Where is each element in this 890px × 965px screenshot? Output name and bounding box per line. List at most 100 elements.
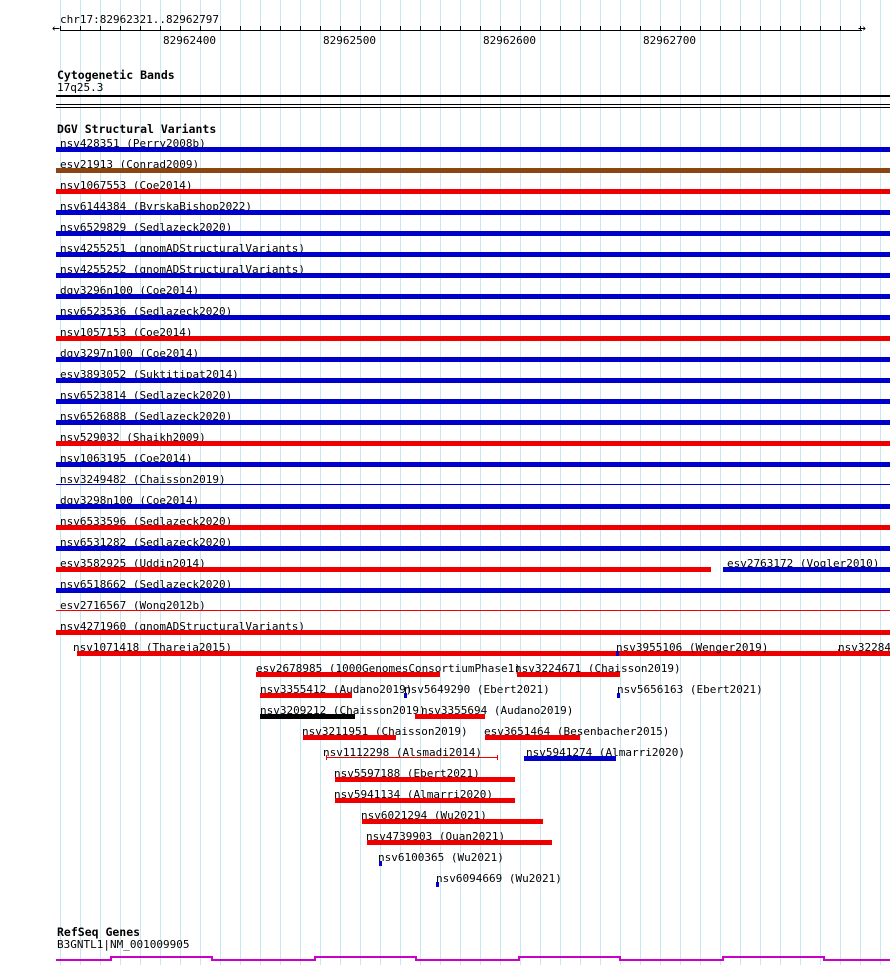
variant-label[interactable]: nsv5656163 (Ebert2021) bbox=[617, 683, 763, 696]
variant-bar[interactable] bbox=[56, 273, 890, 278]
variant-bar[interactable] bbox=[379, 861, 382, 866]
variant-label[interactable]: nsv6100365 (Wu2021) bbox=[378, 851, 504, 864]
variant-bar[interactable] bbox=[56, 610, 890, 611]
variant-label[interactable]: nsv1063195 (Coe2014) bbox=[60, 452, 193, 465]
variant-label[interactable]: nsv1067553 (Coe2014) bbox=[60, 179, 193, 192]
variant-label[interactable]: nsv6518662 (Sedlazeck2020) bbox=[60, 578, 233, 591]
variant-bar[interactable] bbox=[367, 840, 552, 845]
variant-bar[interactable] bbox=[56, 189, 890, 194]
variant-label[interactable]: dgv3298n100 (Coe2014) bbox=[60, 494, 200, 507]
variant-bar[interactable] bbox=[524, 756, 616, 761]
gene-segment[interactable] bbox=[823, 959, 890, 961]
variant-label[interactable]: dgv3297n100 (Coe2014) bbox=[60, 347, 200, 360]
variant-bar[interactable] bbox=[303, 735, 396, 740]
variant-bar[interactable] bbox=[56, 294, 890, 299]
variant-bar[interactable] bbox=[838, 649, 890, 654]
gene-segment[interactable] bbox=[110, 956, 211, 958]
variant-label[interactable]: nsv6144384 (ByrskaBishop2022) bbox=[60, 200, 253, 213]
variant-bar[interactable] bbox=[56, 441, 890, 446]
variant-label[interactable]: nsv6533596 (Sedlazeck2020) bbox=[60, 515, 233, 528]
variant-label[interactable]: nsv3355412 (Audano2019) bbox=[260, 683, 413, 696]
variant-label[interactable]: nsv3355694 (Audano2019) bbox=[421, 704, 574, 717]
variant-label[interactable]: nsv1057153 (Coe2014) bbox=[60, 326, 193, 339]
cytogenetic-band-bar[interactable] bbox=[56, 95, 890, 97]
variant-label[interactable]: nsv5941134 (Almarri2020) bbox=[334, 788, 493, 801]
variant-bar[interactable] bbox=[326, 755, 498, 760]
variant-bar[interactable] bbox=[404, 693, 407, 698]
variant-bar[interactable] bbox=[517, 672, 620, 677]
variant-bar[interactable] bbox=[56, 588, 890, 593]
variant-bar[interactable] bbox=[77, 651, 890, 656]
variant-label[interactable]: nsv6531282 (Sedlazeck2020) bbox=[60, 536, 233, 549]
variant-bar[interactable] bbox=[56, 462, 890, 467]
variant-label[interactable]: nsv3211951 (Chaisson2019) bbox=[302, 725, 468, 738]
gene-segment[interactable] bbox=[56, 959, 110, 961]
right-arrow-icon[interactable]: → bbox=[858, 21, 866, 36]
variant-bar[interactable] bbox=[56, 231, 890, 236]
gene-segment[interactable] bbox=[314, 956, 415, 958]
variant-bar[interactable] bbox=[56, 147, 890, 152]
variant-bar[interactable] bbox=[56, 357, 890, 362]
variant-label[interactable]: nsv5941274 (Almarri2020) bbox=[526, 746, 685, 759]
gene-segment[interactable] bbox=[518, 956, 619, 958]
gene-segment[interactable] bbox=[619, 959, 722, 961]
variant-label[interactable]: nsv6529829 (Sedlazeck2020) bbox=[60, 221, 233, 234]
variant-label[interactable]: nsv3209212 (Chaisson2019) bbox=[260, 704, 426, 717]
variant-bar[interactable] bbox=[56, 315, 890, 320]
variant-label[interactable]: nsv529032 (Shaikh2009) bbox=[60, 431, 206, 444]
variant-label[interactable]: esv3893052 (Suktitipat2014) bbox=[60, 368, 239, 381]
variant-bar[interactable] bbox=[56, 484, 890, 485]
variant-bar[interactable] bbox=[616, 651, 619, 656]
variant-label[interactable]: nsv1112298 (Alsmadi2014) bbox=[323, 746, 482, 759]
variant-bar[interactable] bbox=[436, 882, 439, 887]
variant-bar[interactable] bbox=[56, 336, 890, 341]
variant-bar[interactable] bbox=[56, 210, 890, 215]
variant-label[interactable]: nsv4739903 (Quan2021) bbox=[366, 830, 506, 843]
variant-label[interactable]: nsv4255251 (gnomADStructuralVariants) bbox=[60, 242, 306, 255]
variant-label[interactable]: nsv6526888 (Sedlazeck2020) bbox=[60, 410, 233, 423]
variant-bar[interactable] bbox=[56, 420, 890, 425]
variant-label[interactable]: nsv1071418 (Thareja2015) bbox=[73, 641, 232, 654]
gene-segment[interactable] bbox=[415, 959, 518, 961]
variant-label[interactable]: nsv6094669 (Wu2021) bbox=[436, 872, 562, 885]
variant-bar[interactable] bbox=[56, 168, 890, 173]
gene-segment[interactable] bbox=[211, 959, 314, 961]
variant-label[interactable]: nsv6523536 (Sedlazeck2020) bbox=[60, 305, 233, 318]
variant-label[interactable]: nsv5597188 (Ebert2021) bbox=[334, 767, 480, 780]
variant-label[interactable]: nsv4271960 (gnomADStructuralVariants) bbox=[60, 620, 306, 633]
variant-bar[interactable] bbox=[260, 693, 352, 698]
variant-label[interactable]: esv3651464 (Besenbacher2015) bbox=[484, 725, 670, 738]
variant-bar[interactable] bbox=[415, 714, 485, 719]
variant-label[interactable]: nsv3955106 (Wenger2019) bbox=[616, 641, 769, 654]
variant-bar[interactable] bbox=[260, 714, 355, 719]
variant-label[interactable]: nsv4255252 (gnomADStructuralVariants) bbox=[60, 263, 306, 276]
variant-label[interactable]: esv3582925 (Uddin2014) bbox=[60, 557, 206, 570]
variant-label[interactable]: nsv6523814 (Sedlazeck2020) bbox=[60, 389, 233, 402]
variant-label[interactable]: esv2763172 (Vogler2010) bbox=[727, 557, 880, 570]
variant-bar[interactable] bbox=[56, 378, 890, 383]
variant-label[interactable]: esv21913 (Conrad2009) bbox=[60, 158, 200, 171]
variant-bar[interactable] bbox=[256, 672, 440, 677]
variant-label[interactable]: esv2716567 (Wong2012b) bbox=[60, 599, 206, 612]
variant-label[interactable]: dgv3296n100 (Coe2014) bbox=[60, 284, 200, 297]
variant-label[interactable]: nsv3249482 (Chaisson2019) bbox=[60, 473, 226, 486]
variant-bar[interactable] bbox=[56, 630, 890, 635]
variant-bar[interactable] bbox=[56, 567, 711, 572]
variant-bar[interactable] bbox=[617, 693, 620, 698]
variant-bar[interactable] bbox=[56, 399, 890, 404]
variant-label[interactable]: nsv5649290 (Ebert2021) bbox=[404, 683, 550, 696]
left-arrow-icon[interactable]: ← bbox=[52, 21, 60, 36]
gene-segment[interactable] bbox=[722, 956, 823, 958]
variant-label[interactable]: nsv3224671 (Chaisson2019) bbox=[515, 662, 681, 675]
variant-bar[interactable] bbox=[56, 504, 890, 509]
variant-bar[interactable] bbox=[56, 525, 890, 530]
variant-bar[interactable] bbox=[56, 546, 890, 551]
variant-label[interactable]: nsv322848 bbox=[838, 641, 890, 654]
variant-bar[interactable] bbox=[723, 567, 890, 572]
variant-label[interactable]: nsv6021294 (Wu2021) bbox=[361, 809, 487, 822]
variant-bar[interactable] bbox=[335, 777, 515, 782]
variant-bar[interactable] bbox=[335, 798, 515, 803]
variant-bar[interactable] bbox=[485, 735, 580, 740]
variant-label[interactable]: nsv428351 (Perry2008b) bbox=[60, 137, 206, 150]
variant-label[interactable]: esv2678985 (1000GenomesConsortiumPhase1) bbox=[256, 662, 521, 675]
